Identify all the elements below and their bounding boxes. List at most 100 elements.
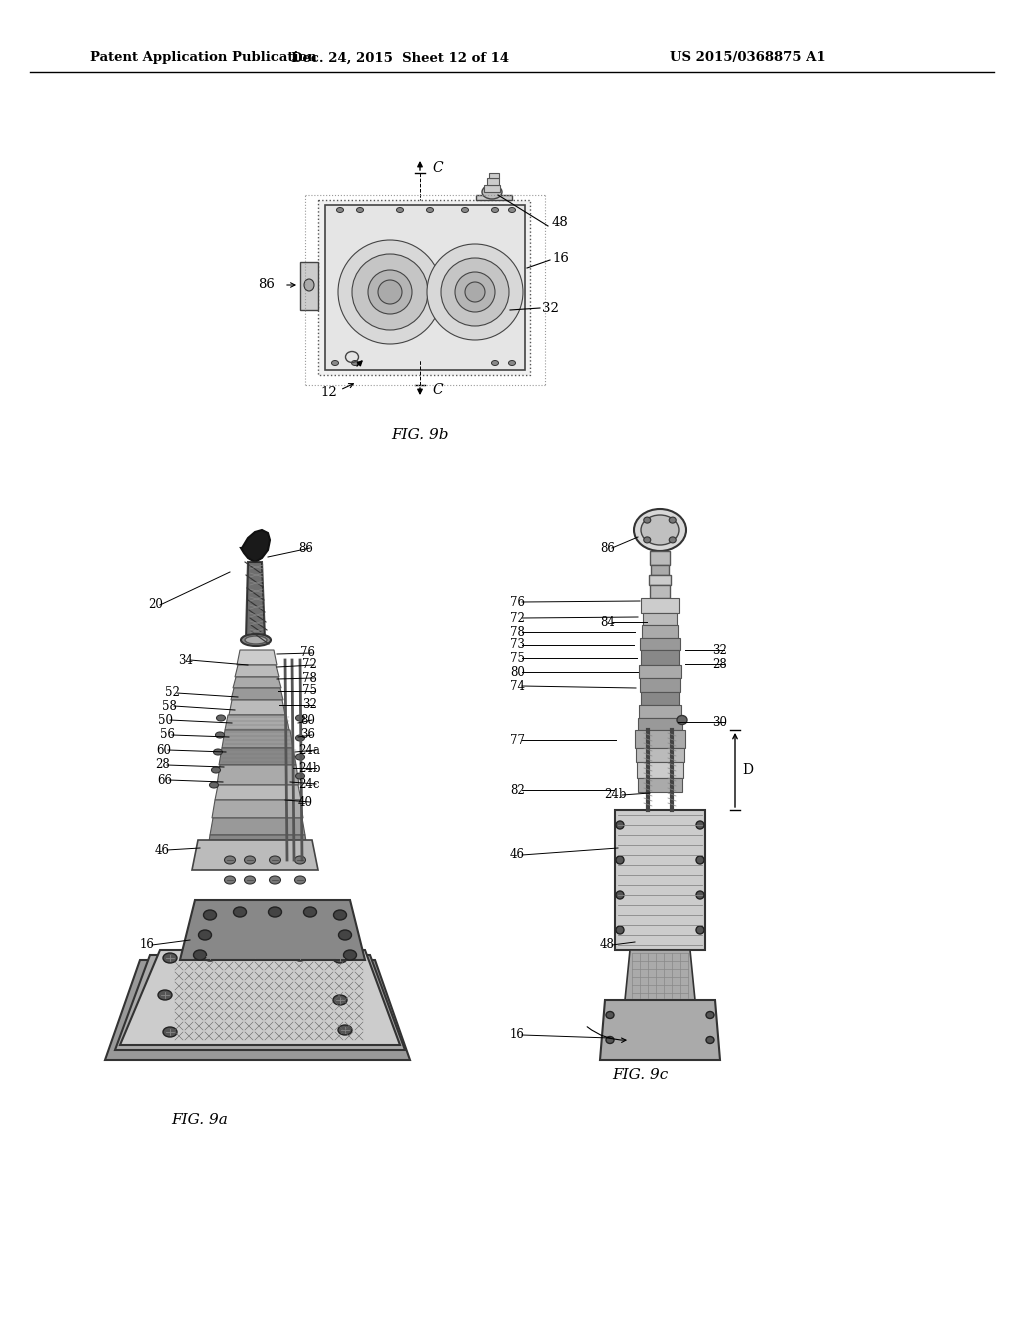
- Text: 46: 46: [510, 849, 525, 862]
- Polygon shape: [484, 185, 500, 191]
- Polygon shape: [219, 748, 296, 766]
- Ellipse shape: [492, 360, 499, 366]
- Ellipse shape: [194, 950, 207, 960]
- Polygon shape: [640, 678, 680, 692]
- Ellipse shape: [245, 636, 267, 644]
- Text: 86: 86: [258, 279, 274, 292]
- Ellipse shape: [343, 950, 356, 960]
- Ellipse shape: [396, 207, 403, 213]
- Ellipse shape: [295, 876, 305, 884]
- Ellipse shape: [616, 821, 624, 829]
- Text: 16: 16: [552, 252, 569, 264]
- Ellipse shape: [351, 360, 358, 366]
- Polygon shape: [233, 677, 281, 688]
- Text: D: D: [742, 763, 753, 777]
- Polygon shape: [638, 718, 682, 730]
- Text: 72: 72: [510, 611, 525, 624]
- Ellipse shape: [304, 279, 314, 290]
- Text: 32: 32: [712, 644, 727, 656]
- Text: 30: 30: [712, 715, 727, 729]
- Ellipse shape: [670, 517, 676, 523]
- Polygon shape: [641, 649, 679, 665]
- Text: Dec. 24, 2015  Sheet 12 of 14: Dec. 24, 2015 Sheet 12 of 14: [291, 51, 509, 65]
- Polygon shape: [180, 900, 365, 960]
- Ellipse shape: [606, 1036, 614, 1044]
- Text: 36: 36: [300, 729, 315, 742]
- Ellipse shape: [644, 537, 651, 543]
- Text: 77: 77: [510, 734, 525, 747]
- Polygon shape: [237, 649, 278, 665]
- Text: 50: 50: [158, 714, 173, 726]
- Text: FIG. 9b: FIG. 9b: [391, 428, 449, 442]
- Text: C: C: [432, 383, 442, 397]
- Ellipse shape: [296, 735, 304, 741]
- Text: 34: 34: [178, 653, 193, 667]
- Text: 80: 80: [510, 665, 525, 678]
- Ellipse shape: [210, 781, 218, 788]
- Polygon shape: [212, 800, 303, 818]
- Ellipse shape: [606, 1011, 614, 1019]
- Polygon shape: [641, 598, 679, 612]
- Text: 75: 75: [302, 685, 317, 697]
- Polygon shape: [215, 785, 301, 800]
- Text: 86: 86: [298, 541, 313, 554]
- Ellipse shape: [241, 634, 271, 645]
- Ellipse shape: [337, 207, 343, 213]
- Text: 58: 58: [162, 700, 177, 713]
- Polygon shape: [649, 576, 671, 585]
- Polygon shape: [639, 665, 681, 678]
- Ellipse shape: [509, 207, 515, 213]
- Polygon shape: [193, 840, 318, 870]
- Text: 28: 28: [712, 657, 727, 671]
- Ellipse shape: [696, 891, 705, 899]
- Ellipse shape: [644, 517, 651, 523]
- Text: FIG. 9c: FIG. 9c: [612, 1068, 668, 1082]
- Polygon shape: [210, 818, 305, 836]
- Polygon shape: [635, 730, 685, 748]
- Ellipse shape: [696, 927, 705, 935]
- Polygon shape: [246, 562, 265, 638]
- Polygon shape: [625, 950, 695, 1001]
- Text: US 2015/0368875 A1: US 2015/0368875 A1: [670, 51, 825, 65]
- Polygon shape: [487, 178, 499, 185]
- Polygon shape: [105, 960, 410, 1060]
- Text: FIG. 9a: FIG. 9a: [172, 1113, 228, 1127]
- Polygon shape: [225, 715, 289, 730]
- Text: 75: 75: [510, 652, 525, 664]
- Ellipse shape: [269, 876, 281, 884]
- Text: 56: 56: [160, 729, 175, 742]
- Ellipse shape: [492, 207, 499, 213]
- Ellipse shape: [465, 282, 485, 302]
- Polygon shape: [638, 777, 682, 792]
- Ellipse shape: [215, 733, 224, 738]
- Text: 16: 16: [140, 939, 155, 952]
- Ellipse shape: [245, 855, 256, 865]
- Ellipse shape: [303, 907, 316, 917]
- Ellipse shape: [334, 909, 346, 920]
- Text: 76: 76: [510, 595, 525, 609]
- Ellipse shape: [293, 950, 307, 961]
- Ellipse shape: [199, 931, 212, 940]
- Text: 84: 84: [600, 615, 614, 628]
- Ellipse shape: [427, 207, 433, 213]
- Text: 24a: 24a: [298, 743, 319, 756]
- Text: 46: 46: [155, 843, 170, 857]
- Ellipse shape: [455, 272, 495, 312]
- Ellipse shape: [296, 774, 304, 779]
- Text: 24b: 24b: [604, 788, 627, 801]
- Ellipse shape: [233, 907, 247, 917]
- Ellipse shape: [295, 855, 305, 865]
- Ellipse shape: [356, 207, 364, 213]
- Ellipse shape: [338, 1026, 352, 1035]
- Polygon shape: [120, 950, 400, 1045]
- Ellipse shape: [216, 715, 225, 721]
- Text: 48: 48: [552, 215, 568, 228]
- Ellipse shape: [616, 891, 624, 899]
- Ellipse shape: [212, 767, 220, 774]
- Polygon shape: [234, 665, 279, 677]
- Text: 32: 32: [542, 301, 559, 314]
- Ellipse shape: [224, 876, 236, 884]
- Ellipse shape: [482, 185, 502, 199]
- Polygon shape: [650, 585, 670, 598]
- Ellipse shape: [441, 257, 509, 326]
